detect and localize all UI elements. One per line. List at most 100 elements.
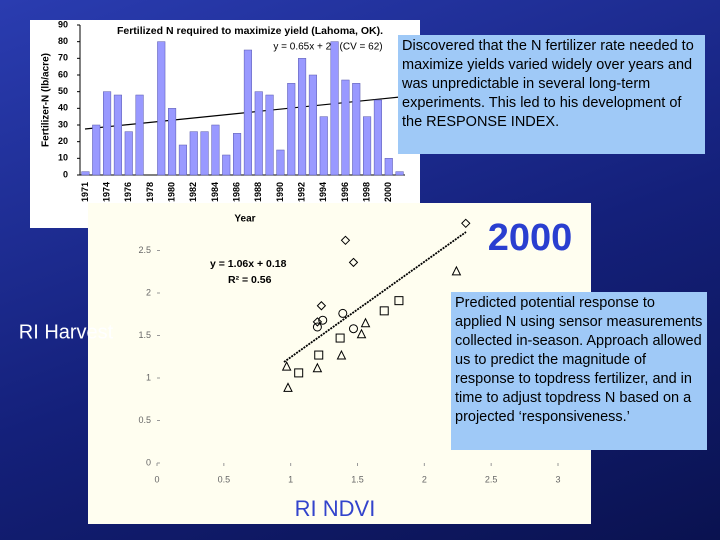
- bar: [178, 144, 187, 176]
- square-marker: [379, 306, 389, 316]
- y-tick-label: 70: [58, 53, 68, 63]
- y-tick-label: 1.5: [138, 330, 151, 340]
- bar: [211, 124, 220, 176]
- y-axis-label: Fertilizer-N (lb/acre): [41, 53, 52, 147]
- x-tick-label: 2000: [383, 182, 393, 202]
- x-tick-label: 1978: [145, 182, 155, 202]
- x-tick-label: 1990: [275, 182, 285, 202]
- bar: [157, 41, 166, 176]
- bar: [92, 124, 101, 176]
- x-tick-label: 1982: [188, 182, 198, 202]
- chart-title: Fertilized N required to maximize yield …: [117, 25, 383, 37]
- x-tick-label: 1980: [166, 182, 176, 202]
- x-tick-label: 0: [154, 474, 159, 484]
- x-tick-label: 3: [555, 474, 560, 484]
- x-tick-label: 1998: [361, 182, 371, 202]
- annotation: R² = 0.56: [228, 274, 272, 286]
- bar: [265, 94, 274, 176]
- regression-line: [283, 231, 467, 363]
- y-tick-label: 40: [58, 103, 68, 113]
- x-tick-label: 1996: [340, 182, 350, 202]
- x-tick-label: 1: [288, 474, 293, 484]
- bar: [135, 94, 144, 176]
- y-tick-label: 0.5: [138, 415, 151, 425]
- x-tick-label: 1976: [123, 182, 133, 202]
- circle-marker: [318, 315, 328, 325]
- y-tick-label: 10: [58, 153, 68, 163]
- x-tick-label: 1984: [210, 182, 220, 202]
- bar: [200, 131, 209, 176]
- circle-marker: [348, 324, 358, 334]
- triangle-marker: [356, 328, 367, 339]
- y-tick-label: 1: [146, 372, 151, 382]
- y-tick-label: 50: [58, 86, 68, 96]
- bar: [330, 41, 339, 176]
- bar: [298, 58, 307, 176]
- year-label: 2000: [488, 217, 573, 259]
- square-marker: [394, 296, 404, 306]
- annotation: y = 1.06x + 0.18: [210, 258, 287, 270]
- x-tick-label: 2.5: [485, 474, 498, 484]
- bar: [113, 94, 122, 176]
- diamond-marker: [348, 257, 359, 268]
- triangle-marker: [283, 382, 293, 392]
- triangle-marker: [360, 317, 371, 328]
- bar: [395, 171, 404, 176]
- bar: [189, 131, 198, 176]
- text-box: Predicted potential response to applied …: [451, 292, 707, 450]
- bar: [124, 131, 133, 176]
- diamond-marker: [316, 301, 327, 311]
- square-marker: [294, 368, 304, 378]
- y-tick-label: 0: [146, 457, 151, 467]
- bar: [287, 83, 296, 176]
- annotation: y = 0.65x + 27 (CV = 62): [273, 42, 382, 53]
- triangle-marker: [336, 349, 347, 360]
- x-tick-label: 1988: [253, 182, 263, 202]
- x-axis-label: RI NDVI: [295, 496, 376, 521]
- triangle-marker: [281, 360, 292, 371]
- bar: [308, 74, 317, 176]
- y-tick-label: 30: [58, 119, 68, 129]
- bar: [254, 91, 263, 176]
- bar: [319, 116, 328, 176]
- x-axis-label: Year: [234, 214, 255, 225]
- bar: [222, 154, 231, 176]
- diamond-marker: [340, 235, 351, 246]
- x-tick-label: 1.5: [351, 474, 364, 484]
- text-box: Discovered that the N fertilizer rate ne…: [398, 35, 705, 154]
- y-tick-label: 0: [63, 169, 68, 179]
- bar: [243, 49, 252, 176]
- y-tick-label: 2: [146, 287, 151, 297]
- y-tick-label: 80: [58, 36, 68, 46]
- x-tick-label: 1992: [296, 182, 306, 202]
- y-tick-label: 2.5: [138, 245, 151, 255]
- bar: [352, 83, 361, 176]
- diamond-marker: [312, 317, 323, 327]
- y-tick-label: 90: [58, 19, 68, 29]
- bar: [384, 158, 393, 176]
- triangle-marker: [312, 362, 323, 373]
- bar: [103, 91, 112, 176]
- bar-chart: Fertilized N required to maximize yield …: [41, 19, 405, 225]
- y-tick-label: 60: [58, 69, 68, 79]
- x-tick-label: 1994: [318, 182, 328, 202]
- x-tick-label: 2: [422, 474, 427, 484]
- bar: [363, 116, 372, 176]
- bar: [373, 99, 382, 176]
- y-axis-label: RI Harvest: [19, 321, 114, 343]
- x-tick-label: 1986: [231, 182, 241, 202]
- square-marker: [314, 350, 324, 360]
- bar: [341, 79, 350, 176]
- bar: [233, 133, 242, 176]
- x-tick-label: 0.5: [218, 474, 231, 484]
- bar: [276, 149, 285, 176]
- square-marker: [335, 333, 345, 343]
- triangle-marker: [451, 265, 462, 276]
- bar: [81, 171, 90, 176]
- x-tick-label: 1971: [80, 182, 90, 202]
- scatter-chart: y = 1.06x + 0.18 R² = 0.56 RI NDVI RI Ha…: [19, 218, 561, 521]
- x-tick-label: 1974: [101, 182, 111, 202]
- y-tick-label: 20: [58, 136, 68, 146]
- circle-marker: [312, 322, 322, 332]
